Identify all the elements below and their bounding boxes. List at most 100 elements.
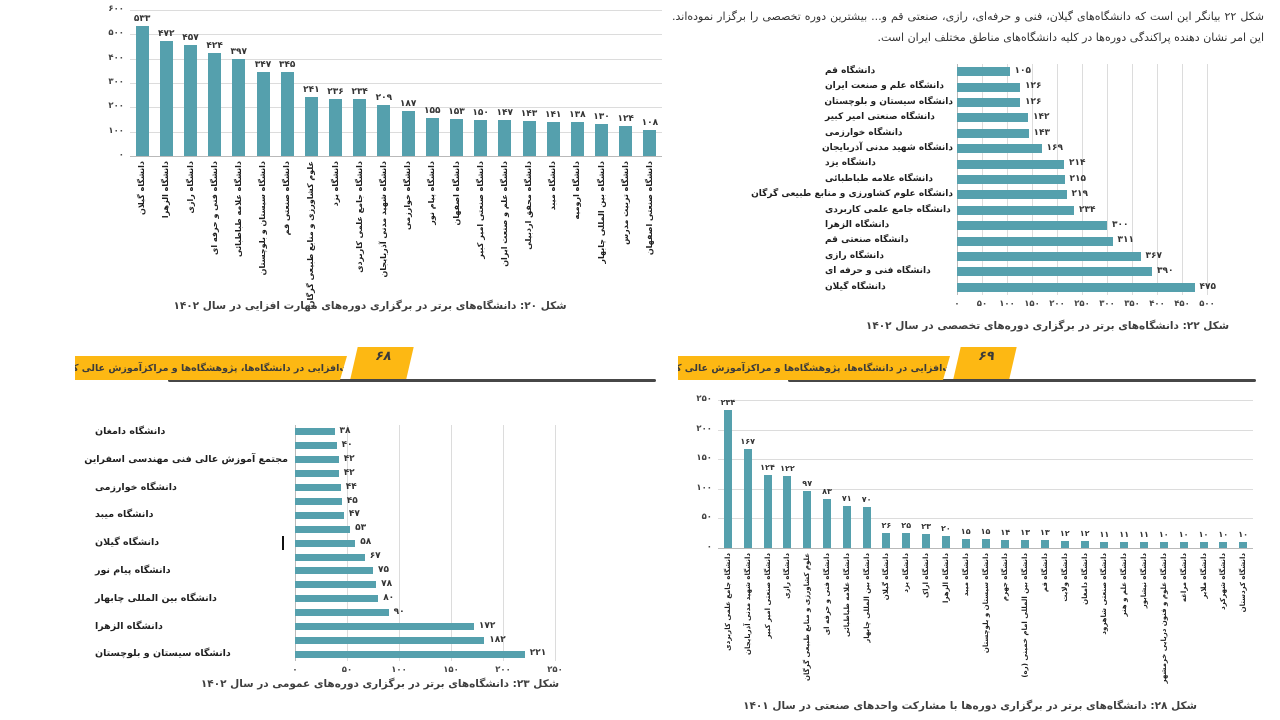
y-axis-tick-label: ۱۰۰ xyxy=(108,125,124,136)
bar-value-label: ۲۳۴ xyxy=(351,87,368,98)
bar xyxy=(803,490,812,548)
bar-value-label: ۴۵ xyxy=(346,495,358,506)
category-label: دانشگاه جامع علمی کاربردی xyxy=(825,204,951,215)
bar xyxy=(957,144,1042,154)
y-axis-tick-label: ۶۰۰ xyxy=(108,4,124,14)
bar-value-label: ۳۸ xyxy=(339,426,351,436)
x-axis-category-label: دانشگاه دامغان xyxy=(1080,553,1089,605)
bar-value-label: ۱۴ xyxy=(1000,527,1011,537)
x-axis-category-label: دانشگاه خوارزمی xyxy=(403,161,413,230)
bar xyxy=(295,539,356,547)
bar xyxy=(295,511,344,519)
x-axis-category-label: دانشگاه علم و هنر xyxy=(1120,553,1129,617)
bar-value-label: ۵۳ xyxy=(355,523,367,534)
x-axis-category-label: دانشگاه میبد xyxy=(961,553,970,597)
category-label: دانشگاه گیلان xyxy=(825,281,886,292)
x-axis-category-label: دانشگاه فنی و حرفه ای xyxy=(209,161,219,255)
bar-value-label: ۱۰ xyxy=(1158,530,1169,540)
x-axis-tick-label: ۴۵۰ xyxy=(1174,299,1190,309)
bar xyxy=(295,595,379,603)
category-label: دانشگاه گیلان xyxy=(95,537,160,549)
bar-value-label: ۲۴۱ xyxy=(303,85,320,96)
bar-value-label: ۱۶۹ xyxy=(1046,143,1063,153)
x-axis-category-label: دانشگاه الزهرا xyxy=(161,161,171,219)
y-axis-tick-label: ۲۰۰ xyxy=(108,101,124,112)
bar xyxy=(546,121,560,156)
bar xyxy=(941,536,950,548)
bar-value-label: ۱۲۴ xyxy=(617,113,634,124)
y-axis-tick-label: ۳۰۰ xyxy=(108,77,124,87)
x-axis-category-label: دانشگاه علوم و فنون دریایی خرمشهر xyxy=(1159,553,1168,684)
x-axis-category-label: دانشگاه علامه طباطبائی xyxy=(842,553,851,637)
bar-value-label: ۱۳۰ xyxy=(593,112,610,123)
page-number-68: ۶۸ xyxy=(350,347,414,379)
bar xyxy=(295,623,474,630)
bar xyxy=(295,636,485,644)
bar-value-label: ۲۱۴ xyxy=(1069,158,1086,169)
section-banner-left: مهارت‌افزایی در دانشگاه‌ها، پژوهشگاه‌ها … xyxy=(75,356,347,380)
bar xyxy=(1001,539,1010,548)
bar xyxy=(295,581,377,589)
bar-value-label: ۲۱۵ xyxy=(1069,173,1086,184)
bar-value-label: ۳۱۱ xyxy=(1117,235,1134,246)
bar-value-label: ۴۰ xyxy=(341,439,353,450)
bar xyxy=(1239,542,1248,548)
bar-value-label: ۱۲۶ xyxy=(1025,81,1042,92)
bar xyxy=(957,128,1029,138)
caption-figure-23: شکل ۲۳: دانشگاه‌های برتر در برگزاری دوره… xyxy=(200,678,560,690)
bar-value-label: ۱۴۳ xyxy=(520,109,538,120)
category-label: دانشگاه علم و صنعت ایران xyxy=(825,81,944,92)
bar xyxy=(280,72,294,156)
bar-value-label: ۱۷۲ xyxy=(478,620,496,631)
bar xyxy=(498,120,512,156)
category-label: دانشگاه صنعتی قم xyxy=(825,235,909,246)
bar xyxy=(159,41,173,156)
bar-value-label: ۲۳۴ xyxy=(720,397,736,407)
x-axis-tick-label: ۲۵۰ xyxy=(1074,299,1090,309)
x-axis-category-label: دانشگاه یزد xyxy=(330,161,340,207)
category-label: دانشگاه سیستان و بلوچستان xyxy=(95,648,231,660)
bar-value-label: ۲۲۱ xyxy=(529,648,547,659)
bar-value-label: ۱۲ xyxy=(1059,528,1070,538)
banner-title-left: مهارت‌افزایی در دانشگاه‌ها، پژوهشگاه‌ها … xyxy=(51,362,371,374)
bar-value-label: ۱۰ xyxy=(1178,530,1189,540)
bar xyxy=(1021,540,1030,548)
gridline xyxy=(130,34,662,36)
bar xyxy=(295,442,337,450)
x-axis-tick-label: ۴۰۰ xyxy=(1149,299,1165,309)
bar xyxy=(1080,540,1089,548)
bar xyxy=(1140,541,1148,548)
x-axis-tick-label: ۱۵۰ xyxy=(443,665,459,676)
bar-value-label: ۱۲۶ xyxy=(1025,96,1042,107)
bar-value-label: ۱۱ xyxy=(1099,529,1110,539)
bar-value-label: ۳۶۷ xyxy=(1145,250,1162,261)
x-axis-category-label: دانشگاه سیستان و بلوچستان xyxy=(258,161,267,276)
bar xyxy=(295,553,365,561)
bar xyxy=(304,97,318,156)
category-label: دانشگاه قم xyxy=(825,66,876,76)
bar-value-label: ۷۰ xyxy=(861,494,872,504)
bar-value-label: ۱۶۷ xyxy=(740,437,756,447)
bar-value-label: ۴۷ xyxy=(348,509,360,520)
category-label: دانشگاه خوارزمی xyxy=(95,481,177,493)
y-axis-tick-label: ۰ xyxy=(118,150,124,160)
bar-value-label: ۳۰۰ xyxy=(1112,220,1129,230)
bar xyxy=(862,506,871,548)
bar xyxy=(957,282,1195,292)
bar-value-label: ۴۲۴ xyxy=(206,40,223,51)
x-axis-category-label: دانشگاه شهید مدنی آذربایجان xyxy=(378,161,388,278)
bar xyxy=(1060,540,1069,548)
x-axis-category-label: دانشگاه اصفهان xyxy=(451,161,461,226)
y-axis-tick-label: ۴۰۰ xyxy=(108,52,124,63)
bar-value-label: ۲۰ xyxy=(941,524,951,534)
x-axis-category-label: دانشگاه گیلان xyxy=(137,161,147,215)
category-label: دانشگاه سیستان و بلوچستان xyxy=(824,96,953,107)
bar-value-label: ۱۰۸ xyxy=(641,117,659,128)
bar xyxy=(723,409,732,548)
bar xyxy=(763,474,772,548)
bar xyxy=(295,525,351,533)
x-axis-category-label: دانشگاه یزد xyxy=(902,553,911,593)
category-label: دانشگاه شهید مدنی آذربایجان xyxy=(821,143,953,153)
bar-value-label: ۱۱ xyxy=(1139,529,1149,539)
